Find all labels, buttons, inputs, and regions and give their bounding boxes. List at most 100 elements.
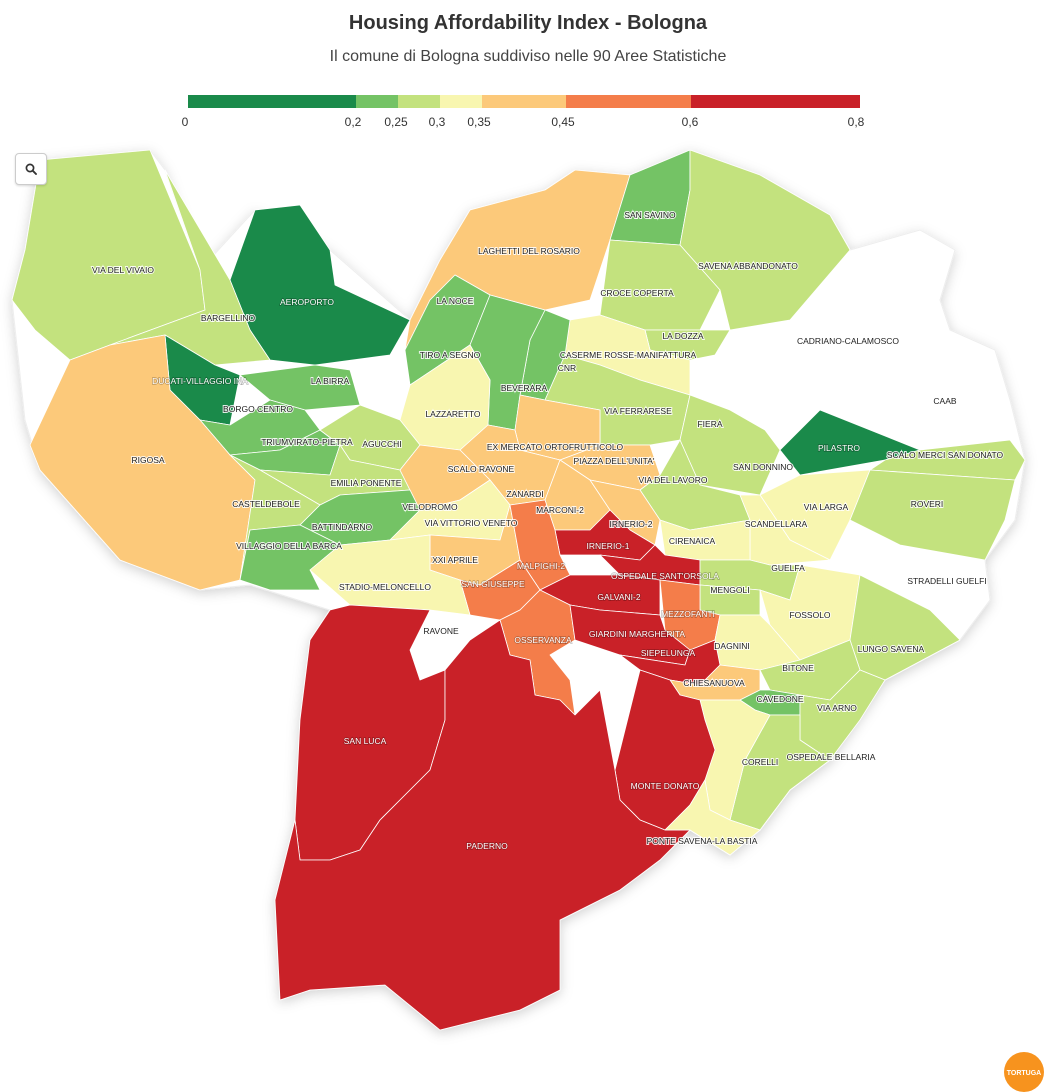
area-roveri[interactable] — [849, 469, 1016, 561]
area-label: DUCATI-VILLAGGIO INA — [152, 376, 248, 386]
area-label: RAVONE — [423, 626, 459, 636]
area-label: EX MERCATO ORTOFRUTTICOLO — [487, 442, 624, 452]
area-label: CASERME ROSSE-MANIFATTURA — [560, 350, 697, 360]
area-label: OSPEDALE SANT'ORSOLA — [611, 571, 719, 581]
area-label: ZANARDI — [506, 489, 543, 499]
map-title: Housing Affordability Index - Bologna — [348, 12, 708, 34]
area-label: VILLAGGIO DELLA BARCA — [236, 541, 342, 551]
choropleth-map[interactable]: VIA DEL VIVAIO AEROPORTO BARGELLINO LA NOCE… — [0, 140, 1056, 1078]
legend-bin — [482, 95, 566, 108]
area-label: LAGHETTI DEL ROSARIO — [478, 246, 580, 256]
area-label: VIA DEL LAVORO — [639, 475, 708, 485]
area-label: BEVERARA — [501, 383, 548, 393]
area-label: LA NOCE — [437, 296, 474, 306]
area-label: VIA FERRARESE — [604, 406, 672, 416]
area-label: CIRENAICA — [669, 536, 716, 546]
legend-bin — [566, 95, 691, 108]
area-label: CORELLI — [742, 757, 778, 767]
area-label: MEZZOFANTI — [661, 609, 715, 619]
area-label: CAVEDONE — [756, 694, 803, 704]
legend-tick-label: 0,8 — [848, 115, 865, 129]
area-label: FOSSOLO — [789, 610, 830, 620]
area-label: SAN LUCA — [344, 736, 387, 746]
area-label: CROCE COPERTA — [600, 288, 674, 298]
area-label: ROVERI — [911, 499, 944, 509]
area-label: VIA VITTORIO VENETO — [425, 518, 518, 528]
area-label: STRADELLI GUELFI — [907, 576, 986, 586]
area-label: SCANDELLARA — [745, 519, 808, 529]
color-legend: 0 0,2 0,25 0,3 0,35 0,45 0,6 0,8 — [0, 90, 1056, 130]
area-label: MONTE DONATO — [631, 781, 700, 791]
area-label: CHIESANUOVA — [683, 678, 745, 688]
area-ponte-savena-la-bastia[interactable] — [664, 779, 761, 856]
area-label: IRNERIO-1 — [587, 541, 630, 551]
area-label: BARGELLINO — [201, 313, 256, 323]
area-label: OSPEDALE BELLARIA — [787, 752, 876, 762]
area-label: XXI APRILE — [432, 555, 478, 565]
tortuga-logo: TORTUGA — [1004, 1052, 1044, 1092]
area-label: IRNERIO-2 — [610, 519, 653, 529]
area-label: GALVANI-2 — [597, 592, 640, 602]
area-label: FIERA — [697, 419, 722, 429]
area-label: BITONE — [782, 663, 814, 673]
legend-bin — [188, 95, 356, 108]
legend-tick-label: 0,6 — [682, 115, 699, 129]
area-label: CNR — [558, 363, 576, 373]
area-label: VELODROMO — [402, 502, 458, 512]
legend-tick-label: 0 — [182, 115, 189, 129]
area-label: PILASTRO — [818, 443, 860, 453]
area-label: SAVENA ABBANDONATO — [698, 261, 798, 271]
area-label: AGUCCHI — [362, 439, 401, 449]
area-label: GIARDINI MARGHERITA — [589, 629, 686, 639]
area-label: RIGOSA — [131, 455, 164, 465]
area-label: LAZZARETTO — [425, 409, 480, 419]
area-label: EMILIA PONENTE — [331, 478, 402, 488]
legend-tick-label: 0,2 — [345, 115, 362, 129]
area-label: PONTE SAVENA-LA BASTIA — [647, 836, 758, 846]
area-label: VIA ARNO — [817, 703, 857, 713]
area-label: PIAZZA DELL'UNITA' — [573, 456, 654, 466]
area-label: CASTELDEBOLE — [232, 499, 300, 509]
legend-bin — [398, 95, 440, 108]
area-label: PADERNO — [466, 841, 508, 851]
area-label: SAN DONNINO — [733, 462, 793, 472]
area-label: MENGOLI — [710, 585, 749, 595]
area-label: BORGO CENTRO — [223, 404, 293, 414]
area-savena-abbandonato[interactable] — [679, 149, 851, 331]
area-label: CAAB — [933, 396, 956, 406]
area-label: LA BIRRA — [311, 376, 350, 386]
area-paderno[interactable] — [274, 619, 691, 1031]
legend-bin — [356, 95, 398, 108]
legend-bin — [691, 95, 860, 108]
legend-tick-label: 0,25 — [384, 115, 408, 129]
legend-scale: 0 0,2 0,25 0,3 0,35 0,45 0,6 0,8 — [182, 95, 865, 129]
map-area[interactable]: VIA DEL VIVAIO AEROPORTO BARGELLINO LA NOCE… — [0, 140, 1056, 1078]
area-label: SAN GIUSEPPE — [461, 579, 525, 589]
legend-bin — [440, 95, 482, 108]
area-stadio-meloncello[interactable] — [309, 534, 471, 616]
area-label: TRIUMVIRATO-PIETRA — [261, 437, 353, 447]
area-label: LUNGO SAVENA — [858, 644, 925, 654]
area-villaggio-della-barca[interactable] — [239, 524, 341, 591]
legend-tick-label: 0,45 — [551, 115, 575, 129]
area-label: VIA LARGA — [804, 502, 849, 512]
search-button[interactable] — [15, 153, 47, 185]
area-label: GUELFA — [771, 563, 805, 573]
area-label: SCALO RAVONE — [448, 464, 515, 474]
legend-tick-label: 0,3 — [429, 115, 446, 129]
area-label: SIEPELUNGA — [641, 648, 696, 658]
area-label: SAN SAVINO — [624, 210, 676, 220]
area-label: AEROPORTO — [280, 297, 334, 307]
area-label: SCALO MERCI SAN DONATO — [887, 450, 1004, 460]
map-subtitle: Il comune di Bologna suddiviso nelle 90 … — [329, 48, 727, 65]
area-label: CADRIANO-CALAMOSCO — [797, 336, 899, 346]
logo-text: TORTUGA — [1006, 1070, 1042, 1077]
area-label: MARCONI-2 — [536, 505, 584, 515]
area-label: BATTINDARNO — [312, 522, 373, 532]
area-label: MALPIGHI-2 — [517, 561, 565, 571]
area-label: TIRO A SEGNO — [420, 350, 481, 360]
area-label: STADIO-MELONCELLO — [339, 582, 431, 592]
area-label: LA DOZZA — [662, 331, 703, 341]
area-label: OSSERVANZA — [514, 635, 572, 645]
legend-tick-label: 0,35 — [467, 115, 491, 129]
